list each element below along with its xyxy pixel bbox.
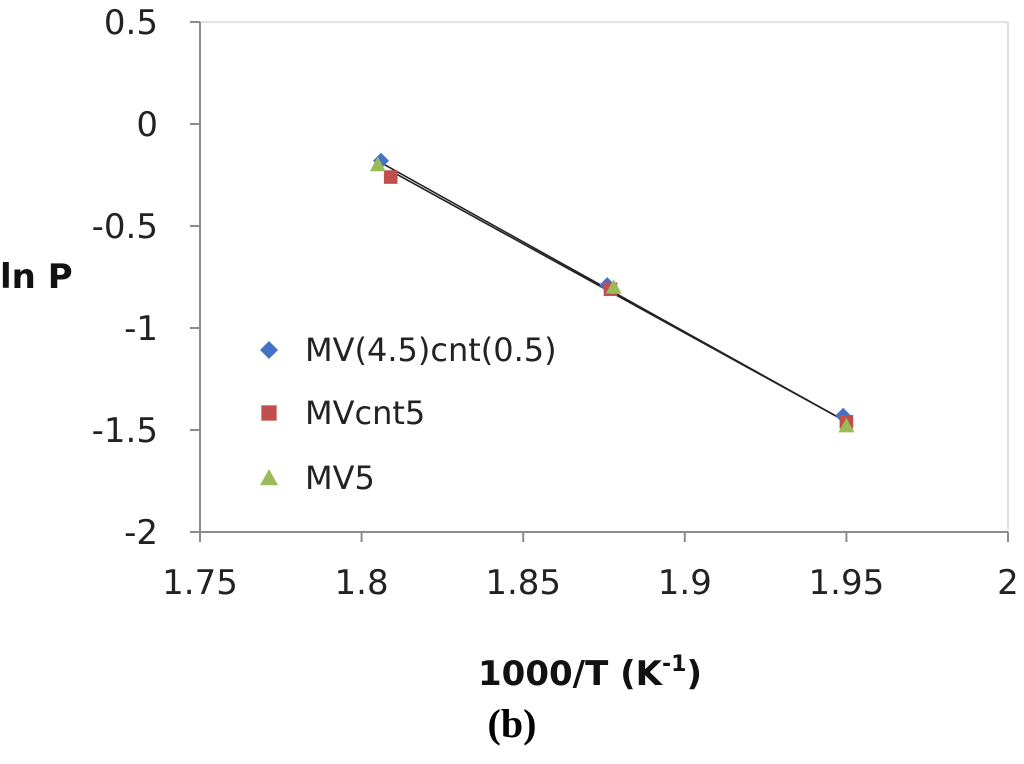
y-axis-title: ln P — [0, 257, 73, 297]
data-point-square-1 — [383, 170, 398, 184]
y-tick-label: -1.5 — [92, 411, 158, 451]
y-tick-label: -1 — [124, 309, 158, 349]
legend-marker-triangle — [260, 469, 278, 486]
x-tick-label: 1.9 — [658, 563, 712, 603]
panel-label: (b) — [487, 701, 537, 746]
y-tick-label: 0 — [136, 105, 158, 145]
x-tick-label: 1.8 — [335, 563, 389, 603]
data-point-triangle-2 — [605, 279, 622, 294]
legend-marker-square — [261, 405, 277, 421]
y-tick-label: -2 — [124, 513, 158, 553]
x-tick-label: 1.85 — [485, 563, 561, 603]
legend-label-2: MVcnt5 — [305, 394, 425, 432]
y-tick-label: 0.5 — [104, 3, 158, 43]
x-axis-title: 1000/T (K-1) — [478, 652, 702, 694]
x-tick-label: 2 — [997, 563, 1019, 603]
data-point-triangle-1 — [369, 156, 386, 172]
chart: 0.5 0 -0.5 -1 -1.5 -21.75 1.8 1.85 1.9 1.95 2 ln P 1… — [0, 3, 1019, 694]
legend-label-3: MV5 — [305, 459, 375, 497]
plot-area-border — [199, 21, 1009, 533]
legend-marker-diamond — [260, 341, 278, 359]
x-tick-label: 1.75 — [162, 563, 238, 603]
y-tick-label: -0.5 — [92, 207, 158, 247]
trendline-2 — [390, 170, 847, 423]
legend-label-1: MV(4.5)cnt(0.5) — [305, 331, 557, 369]
data-point-triangle-3 — [838, 417, 855, 433]
x-tick-label: 1.95 — [809, 563, 885, 603]
